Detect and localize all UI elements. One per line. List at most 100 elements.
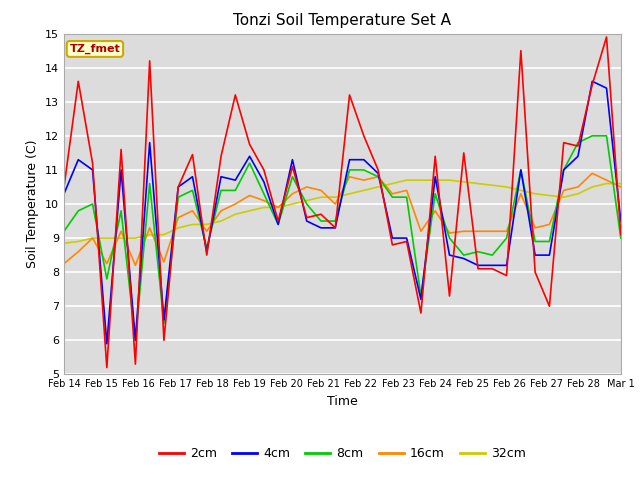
- 4cm: [260, 179, 268, 185]
- 8cm: [89, 201, 97, 207]
- 16cm: [117, 228, 125, 234]
- 16cm: [203, 228, 211, 234]
- 4cm: [374, 170, 382, 176]
- 32cm: [617, 180, 625, 186]
- 4cm: [60, 191, 68, 197]
- 32cm: [260, 204, 268, 210]
- Line: 32cm: 32cm: [64, 180, 621, 243]
- 32cm: [474, 180, 482, 186]
- 8cm: [503, 235, 511, 241]
- 32cm: [503, 184, 511, 190]
- 16cm: [146, 225, 154, 231]
- 8cm: [417, 293, 425, 299]
- 32cm: [431, 177, 439, 183]
- 4cm: [360, 157, 367, 163]
- Title: Tonzi Soil Temperature Set A: Tonzi Soil Temperature Set A: [234, 13, 451, 28]
- 16cm: [60, 261, 68, 266]
- 32cm: [346, 191, 353, 197]
- 16cm: [317, 188, 325, 193]
- 8cm: [474, 249, 482, 254]
- 8cm: [217, 188, 225, 193]
- 16cm: [132, 263, 140, 268]
- 8cm: [203, 245, 211, 251]
- Line: 4cm: 4cm: [64, 81, 621, 344]
- 32cm: [374, 184, 382, 190]
- 4cm: [474, 263, 482, 268]
- 8cm: [132, 337, 140, 343]
- 16cm: [289, 191, 296, 197]
- 4cm: [588, 78, 596, 84]
- 2cm: [417, 310, 425, 316]
- 8cm: [560, 167, 568, 173]
- 2cm: [160, 337, 168, 343]
- 16cm: [531, 225, 539, 231]
- 8cm: [346, 167, 353, 173]
- 8cm: [403, 194, 410, 200]
- X-axis label: Time: Time: [327, 395, 358, 408]
- 32cm: [89, 235, 97, 241]
- 32cm: [217, 218, 225, 224]
- 2cm: [174, 184, 182, 190]
- 8cm: [431, 191, 439, 197]
- 8cm: [74, 208, 82, 214]
- 2cm: [260, 167, 268, 173]
- 32cm: [174, 225, 182, 231]
- 8cm: [574, 140, 582, 145]
- 8cm: [360, 167, 367, 173]
- 32cm: [388, 180, 396, 186]
- 2cm: [474, 266, 482, 272]
- 32cm: [132, 235, 140, 241]
- 2cm: [217, 154, 225, 159]
- 2cm: [203, 252, 211, 258]
- 8cm: [545, 239, 553, 244]
- 4cm: [545, 252, 553, 258]
- 8cm: [332, 218, 339, 224]
- 16cm: [232, 201, 239, 207]
- 8cm: [617, 235, 625, 241]
- 4cm: [203, 249, 211, 254]
- 2cm: [460, 150, 468, 156]
- 2cm: [146, 58, 154, 64]
- 2cm: [60, 184, 68, 190]
- 32cm: [246, 208, 253, 214]
- 8cm: [232, 188, 239, 193]
- 32cm: [403, 177, 410, 183]
- 16cm: [388, 191, 396, 197]
- 2cm: [431, 154, 439, 159]
- Text: TZ_fmet: TZ_fmet: [70, 44, 120, 54]
- 2cm: [189, 152, 196, 157]
- 8cm: [374, 174, 382, 180]
- 8cm: [603, 133, 611, 139]
- Y-axis label: Soil Temperature (C): Soil Temperature (C): [26, 140, 40, 268]
- 8cm: [460, 252, 468, 258]
- 16cm: [160, 259, 168, 265]
- 32cm: [103, 235, 111, 241]
- 8cm: [246, 160, 253, 166]
- 4cm: [403, 235, 410, 241]
- 4cm: [388, 235, 396, 241]
- 32cm: [203, 222, 211, 228]
- 2cm: [503, 273, 511, 278]
- 16cm: [89, 235, 97, 241]
- 2cm: [517, 48, 525, 54]
- 8cm: [103, 276, 111, 282]
- 8cm: [445, 235, 453, 241]
- 32cm: [531, 191, 539, 197]
- 4cm: [503, 263, 511, 268]
- 8cm: [260, 191, 268, 197]
- 32cm: [146, 232, 154, 238]
- 4cm: [132, 337, 140, 343]
- 4cm: [117, 167, 125, 173]
- 4cm: [531, 252, 539, 258]
- 2cm: [132, 361, 140, 367]
- Legend: 2cm, 4cm, 8cm, 16cm, 32cm: 2cm, 4cm, 8cm, 16cm, 32cm: [154, 442, 531, 465]
- 32cm: [560, 194, 568, 200]
- 32cm: [60, 240, 68, 246]
- 32cm: [275, 204, 282, 210]
- 16cm: [360, 177, 367, 183]
- 4cm: [417, 297, 425, 302]
- 32cm: [289, 201, 296, 207]
- 8cm: [303, 201, 310, 207]
- 2cm: [603, 34, 611, 40]
- 2cm: [388, 242, 396, 248]
